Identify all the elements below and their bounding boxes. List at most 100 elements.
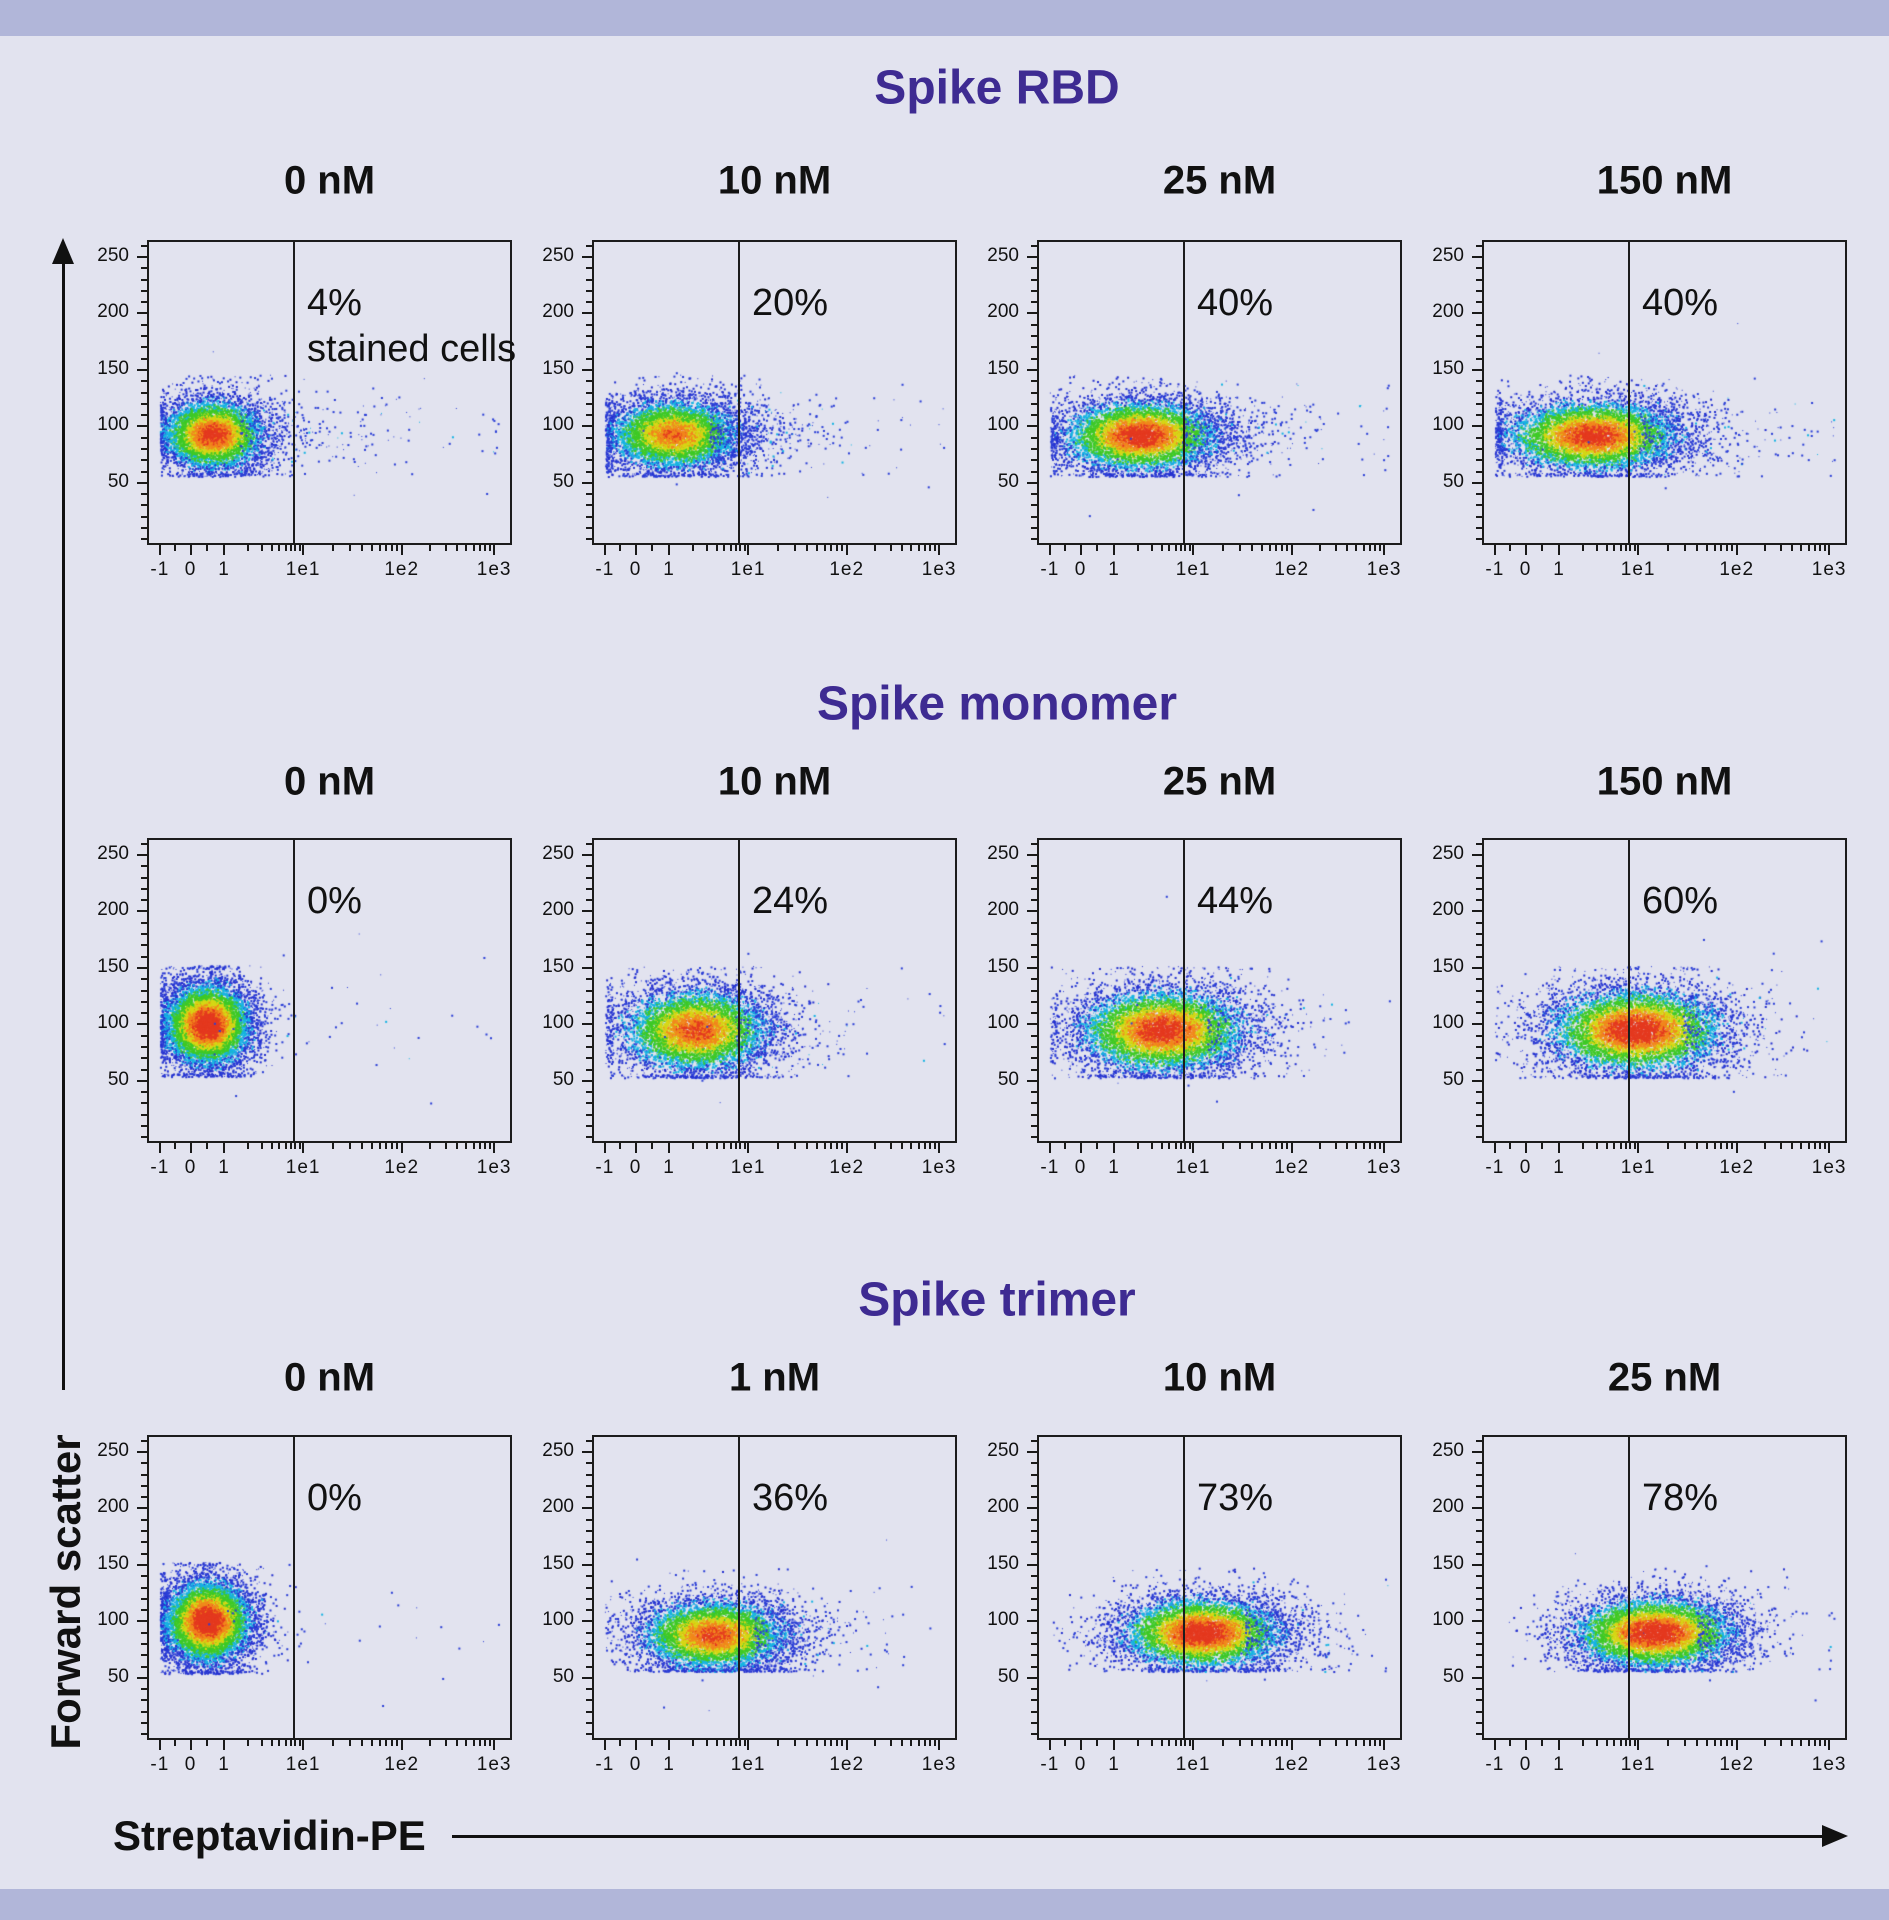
y-minor-tick (1031, 1012, 1037, 1015)
x-minor-tick (1726, 1740, 1729, 1746)
y-major-tick (1472, 966, 1482, 969)
x-minor-tick (1684, 1143, 1687, 1149)
y-minor-tick (1031, 267, 1037, 270)
y-minor-tick (586, 504, 592, 507)
x-major-tick (1735, 1740, 1738, 1750)
x-minor-tick (206, 1740, 209, 1746)
y-minor-tick (1476, 301, 1482, 304)
x-minor-tick (734, 1143, 737, 1149)
y-minor-tick (1476, 493, 1482, 496)
x-minor-tick (1509, 1740, 1512, 1746)
y-minor-tick (1476, 1688, 1482, 1691)
y-minor-tick (1476, 504, 1482, 507)
y-minor-tick (141, 267, 147, 270)
y-major-tick (582, 481, 592, 484)
x-minor-tick (889, 1143, 892, 1149)
y-minor-tick (141, 876, 147, 879)
x-tick-label: -1 (595, 559, 615, 580)
x-minor-tick (1275, 1143, 1278, 1149)
y-axis-label: Forward scatter (42, 1434, 89, 1750)
y-minor-tick (141, 1586, 147, 1589)
x-minor-tick (1509, 545, 1512, 551)
y-tick-label: 50 (997, 1665, 1019, 1687)
x-minor-tick (289, 1740, 292, 1746)
y-tick-label: 50 (107, 1068, 129, 1090)
x-minor-tick (174, 545, 177, 551)
x-tick-label: 1 (1553, 1754, 1565, 1775)
y-tick-label: 250 (97, 842, 129, 864)
x-tick-label: 1 (1553, 559, 1565, 580)
x-minor-tick (1368, 1740, 1371, 1746)
x-minor-tick (246, 1740, 249, 1746)
y-minor-tick (141, 1642, 147, 1645)
y-minor-tick (1476, 1045, 1482, 1048)
y-minor-tick (141, 1113, 147, 1116)
x-tick-label: 1 (218, 1754, 230, 1775)
x-tick-label: 1e1 (730, 1754, 766, 1775)
y-minor-tick (141, 447, 147, 450)
x-minor-tick (715, 545, 718, 551)
x-minor-tick (1184, 1143, 1187, 1149)
percent-label: 24% (752, 878, 828, 924)
x-minor-tick (691, 545, 694, 551)
x-minor-tick (1286, 1740, 1289, 1746)
y-minor-tick (141, 278, 147, 281)
y-minor-tick (586, 289, 592, 292)
y-major-tick (582, 1079, 592, 1082)
x-minor-tick (260, 1143, 263, 1149)
x-minor-tick (816, 1143, 819, 1149)
y-minor-tick (586, 1654, 592, 1657)
y-minor-tick (586, 1575, 592, 1578)
x-minor-tick (1368, 545, 1371, 551)
y-minor-tick (1031, 380, 1037, 383)
x-minor-tick (1378, 545, 1381, 551)
x-minor-tick (1239, 1740, 1242, 1746)
x-major-tick (189, 1740, 192, 1750)
x-minor-tick (1239, 545, 1242, 551)
x-minor-tick (428, 1740, 431, 1746)
x-minor-tick (1595, 1143, 1598, 1149)
y-minor-tick (1476, 447, 1482, 450)
x-major-tick (1637, 545, 1640, 555)
y-major-tick (137, 368, 147, 371)
y-minor-tick (1031, 1439, 1037, 1442)
y-minor-tick (141, 1484, 147, 1487)
x-tick-label: 1e1 (1620, 1754, 1656, 1775)
y-minor-tick (1476, 335, 1482, 338)
y-minor-tick (1476, 1597, 1482, 1600)
y-minor-tick (141, 1045, 147, 1048)
y-major-tick (1027, 853, 1037, 856)
y-minor-tick (1031, 899, 1037, 902)
x-minor-tick (1633, 1143, 1636, 1149)
x-major-tick (668, 1740, 671, 1750)
x-minor-tick (1374, 1143, 1377, 1149)
y-minor-tick (1031, 933, 1037, 936)
y-minor-tick (1031, 1654, 1037, 1657)
x-tick-label: 1e2 (1274, 1157, 1310, 1178)
y-minor-tick (1031, 1462, 1037, 1465)
x-minor-tick (1823, 545, 1826, 551)
percent-value: 40% (1642, 282, 1719, 324)
x-minor-tick (910, 545, 913, 551)
y-minor-tick (141, 1462, 147, 1465)
x-minor-tick (1791, 545, 1794, 551)
y-tick-label: 200 (97, 1496, 129, 1518)
x-minor-tick (1807, 1143, 1810, 1149)
y-tick-label: 200 (542, 301, 574, 323)
x-minor-tick (933, 1740, 936, 1746)
x-minor-tick (830, 1740, 833, 1746)
y-minor-tick (1031, 436, 1037, 439)
y-minor-tick (1031, 289, 1037, 292)
y-minor-tick (586, 1136, 592, 1139)
x-tick-label: 0 (1074, 1157, 1087, 1178)
x-minor-tick (743, 1143, 746, 1149)
x-minor-tick (830, 545, 833, 551)
y-minor-tick (1476, 244, 1482, 247)
x-minor-tick (1160, 1740, 1163, 1746)
x-minor-tick (917, 1143, 920, 1149)
x-major-tick (1290, 1143, 1293, 1153)
x-tick-label: -1 (1040, 559, 1060, 580)
y-minor-tick (586, 1057, 592, 1060)
x-minor-tick (1629, 545, 1632, 551)
x-minor-tick (1726, 1143, 1729, 1149)
